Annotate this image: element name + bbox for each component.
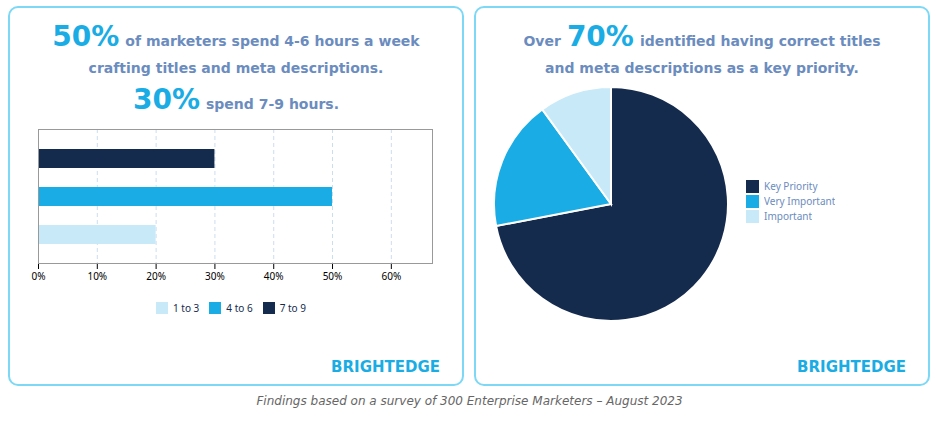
html-text:spend 7-9 hours.: spend 7-9 hours.	[206, 96, 339, 112]
html-text:of marketers spend 4-6 hours a: of marketers spend 4-6 hours a week	[125, 33, 420, 49]
html-text:Important: Important	[764, 209, 813, 223]
html-text:1 to 3: 1 to 3	[173, 300, 200, 315]
html-text:Key Priority: Key Priority	[764, 179, 818, 193]
html-text:Over: Over	[523, 33, 561, 49]
svg-text:40%: 40%	[264, 269, 284, 283]
svg-text:20%: 20%	[146, 269, 166, 283]
html-text:70%: 70%	[566, 20, 634, 53]
html-text:30%: 30%	[133, 83, 200, 116]
svg-text:10%: 10%	[87, 269, 107, 283]
html-text:identified having correct titl: identified having correct titles	[639, 33, 881, 49]
html-text:50%: 50%	[52, 20, 120, 53]
html-text:7 to 9: 7 to 9	[279, 300, 306, 315]
html-text:BRIGHTEDGE: BRIGHTEDGE	[797, 358, 906, 376]
html-text:4 to 6: 4 to 6	[226, 300, 253, 315]
html-text:crafting titles and meta descr: crafting titles and meta descriptions.	[88, 60, 384, 76]
html-text:BRIGHTEDGE: BRIGHTEDGE	[331, 358, 440, 376]
svg-text:60%: 60%	[381, 269, 401, 283]
svg-text:30%: 30%	[205, 269, 225, 283]
html-text:and meta descriptions as a key: and meta descriptions as a key priority.	[545, 60, 859, 76]
html-text:Very Important: Very Important	[764, 194, 836, 208]
html-text:Findings based on a survey of: Findings based on a survey of 300 Enterp…	[256, 394, 683, 408]
svg-text:0%: 0%	[31, 269, 45, 283]
svg-text:50%: 50%	[323, 269, 343, 283]
